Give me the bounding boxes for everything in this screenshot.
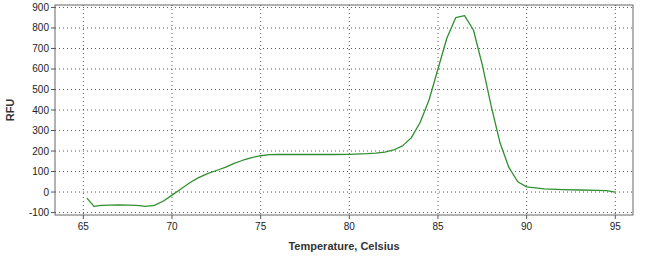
- y-tick: [51, 130, 55, 131]
- plot-frame: [55, 5, 633, 215]
- y-tick: [51, 27, 55, 28]
- y-grid-line: [55, 89, 633, 90]
- x-grid-line: [349, 5, 350, 215]
- x-grid-line: [437, 5, 438, 215]
- plot-area: [55, 5, 633, 215]
- y-grid-line: [55, 212, 633, 213]
- y-grid-line: [55, 171, 633, 172]
- y-tick: [51, 212, 55, 213]
- x-grid-line: [526, 5, 527, 215]
- y-tick-label: 400: [32, 105, 49, 116]
- x-grid-line: [260, 5, 261, 215]
- y-tick-label: -100: [29, 207, 49, 218]
- x-tick-label: 80: [344, 221, 356, 232]
- y-tick-label: 600: [32, 63, 49, 74]
- y-tick-label: 900: [32, 2, 49, 13]
- y-tick: [51, 151, 55, 152]
- x-axis-title: Temperature, Celsius: [288, 240, 399, 252]
- x-tick-label: 75: [255, 221, 267, 232]
- x-tick: [349, 215, 350, 219]
- y-grid-line: [55, 48, 633, 49]
- y-tick-label: 0: [43, 187, 49, 198]
- y-tick: [51, 110, 55, 111]
- x-tick-label: 70: [166, 221, 178, 232]
- x-tick-label: 85: [432, 221, 444, 232]
- y-tick: [51, 48, 55, 49]
- y-grid-line: [55, 110, 633, 111]
- x-tick: [172, 215, 173, 219]
- y-grid-line: [55, 7, 633, 8]
- y-axis-title: RFU: [4, 99, 16, 122]
- x-tick-label: 95: [610, 221, 622, 232]
- y-tick: [51, 68, 55, 69]
- melt-curve: [87, 16, 615, 207]
- y-grid-line: [55, 151, 633, 152]
- x-tick: [526, 215, 527, 219]
- y-tick: [51, 89, 55, 90]
- y-tick: [51, 171, 55, 172]
- y-tick-label: 300: [32, 125, 49, 136]
- y-tick-label: 200: [32, 146, 49, 157]
- x-tick-label: 90: [521, 221, 533, 232]
- y-tick-label: 500: [32, 84, 49, 95]
- x-tick: [615, 215, 616, 219]
- x-tick-label: 65: [78, 221, 90, 232]
- grid: [55, 5, 633, 215]
- y-grid-line: [55, 192, 633, 193]
- y-grid-line: [55, 130, 633, 131]
- y-grid-line: [55, 68, 633, 69]
- series-group: [87, 16, 615, 207]
- y-tick: [51, 192, 55, 193]
- chart: 65 70 75 80 85 90 95 -100 0 100 200 300 400 500 600 700…: [0, 0, 653, 260]
- x-tick: [260, 215, 261, 219]
- y-grid-line: [55, 27, 633, 28]
- x-tick: [437, 215, 438, 219]
- y-tick-label: 800: [32, 22, 49, 33]
- y-tick-label: 100: [32, 166, 49, 177]
- y-tick-label: 700: [32, 43, 49, 54]
- x-tick: [83, 215, 84, 219]
- y-tick: [51, 7, 55, 8]
